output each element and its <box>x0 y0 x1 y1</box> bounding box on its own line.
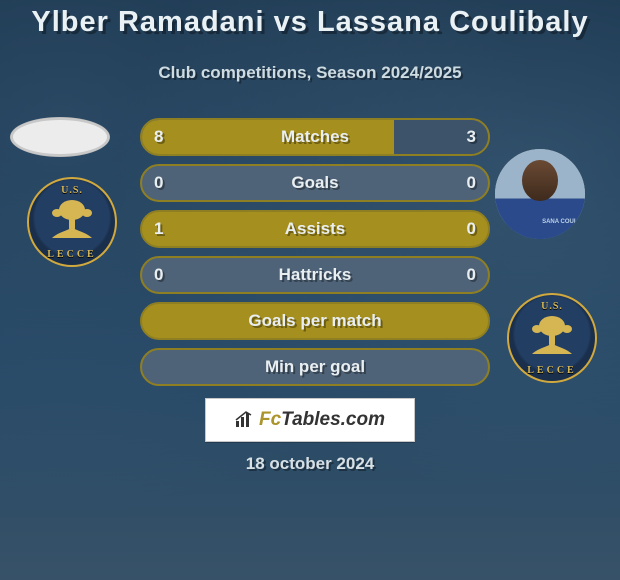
stat-bar: Min per goal <box>140 348 490 386</box>
stat-right-value: 0 <box>467 166 476 200</box>
club-bottom-text: LECCE <box>29 249 115 260</box>
club-badge-right: U.S. LECCE <box>507 293 597 383</box>
club-tree-icon <box>47 198 97 240</box>
club-bottom-text: LECCE <box>509 365 595 376</box>
stat-label: Hattricks <box>279 265 352 285</box>
stat-bar: 1 0 Assists <box>140 210 490 248</box>
player-right-jersey-tag: SANA COULIP <box>542 219 583 225</box>
stat-bar: 0 0 Hattricks <box>140 256 490 294</box>
stat-label: Min per goal <box>265 357 365 377</box>
player-left-avatar <box>10 117 110 157</box>
club-badge-left: U.S. LECCE <box>27 177 117 267</box>
stat-left-value: 0 <box>154 258 163 292</box>
stat-left-value: 1 <box>154 212 163 246</box>
stat-right-value: 0 <box>467 212 476 246</box>
stat-label: Assists <box>285 219 345 239</box>
stat-right-value: 3 <box>467 120 476 154</box>
player-right-avatar: SANA COULIP <box>495 149 585 239</box>
date-label: 18 october 2024 <box>0 454 620 474</box>
stat-bar: 8 3 Matches <box>140 118 490 156</box>
stat-label: Matches <box>281 127 349 147</box>
stat-bar: 0 0 Goals <box>140 164 490 202</box>
club-top-text: U.S. <box>29 185 115 196</box>
club-top-text: U.S. <box>509 301 595 312</box>
stats-chart: 8 3 Matches 0 0 Goals 1 0 Assists 0 0 Hattricks Goal… <box>140 118 490 394</box>
stat-bar: Goals per match <box>140 302 490 340</box>
chart-icon <box>235 411 253 429</box>
stat-left-value: 0 <box>154 166 163 200</box>
fctables-badge: FcTables.com <box>205 398 415 442</box>
page-title: Ylber Ramadani vs Lassana Coulibaly <box>0 6 620 39</box>
stat-left-value: 8 <box>154 120 163 154</box>
footer-prefix: Fc <box>259 409 281 430</box>
stat-right-value: 0 <box>467 258 476 292</box>
stat-label: Goals per match <box>248 311 381 331</box>
stat-label: Goals <box>291 173 338 193</box>
club-tree-icon <box>527 314 577 356</box>
subtitle: Club competitions, Season 2024/2025 <box>0 63 620 83</box>
footer-text: Tables.com <box>281 409 385 430</box>
